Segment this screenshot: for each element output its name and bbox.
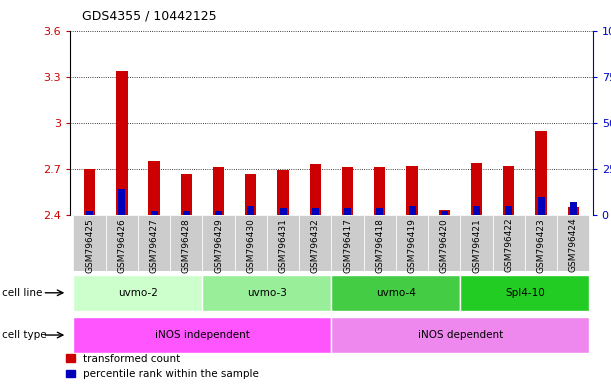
Text: iNOS dependent: iNOS dependent xyxy=(418,330,503,340)
Bar xyxy=(277,170,289,215)
Bar xyxy=(299,215,331,271)
Bar xyxy=(73,215,106,271)
Bar xyxy=(441,211,448,215)
Bar xyxy=(331,215,364,271)
Bar xyxy=(406,166,418,215)
Text: GSM796431: GSM796431 xyxy=(279,218,288,273)
Bar xyxy=(280,208,287,215)
Bar xyxy=(245,174,257,215)
Bar xyxy=(461,215,492,271)
Bar xyxy=(538,197,544,215)
Legend: transformed count, percentile rank within the sample: transformed count, percentile rank withi… xyxy=(67,354,259,379)
Text: GSM796428: GSM796428 xyxy=(182,218,191,273)
Bar xyxy=(505,206,513,215)
Bar xyxy=(409,206,415,215)
Text: GSM796417: GSM796417 xyxy=(343,218,352,273)
Bar xyxy=(202,275,331,311)
Bar xyxy=(439,210,450,215)
Bar xyxy=(310,164,321,215)
Bar xyxy=(73,275,202,311)
Bar xyxy=(503,166,514,215)
Text: GDS4355 / 10442125: GDS4355 / 10442125 xyxy=(82,10,217,23)
Text: GSM796418: GSM796418 xyxy=(375,218,384,273)
Bar xyxy=(247,206,254,215)
Text: GSM796421: GSM796421 xyxy=(472,218,481,273)
Bar xyxy=(86,211,93,215)
Text: GSM796423: GSM796423 xyxy=(536,218,546,273)
Bar xyxy=(471,163,482,215)
Bar xyxy=(267,215,299,271)
Bar xyxy=(557,215,590,271)
Text: GSM796425: GSM796425 xyxy=(85,218,94,273)
Text: GSM796430: GSM796430 xyxy=(246,218,255,273)
Bar xyxy=(170,215,202,271)
Text: uvmo-2: uvmo-2 xyxy=(118,288,158,298)
Text: GSM796426: GSM796426 xyxy=(117,218,126,273)
Bar xyxy=(568,207,579,215)
Bar xyxy=(374,167,386,215)
Text: iNOS independent: iNOS independent xyxy=(155,330,250,340)
Bar xyxy=(331,317,590,353)
Text: GSM796419: GSM796419 xyxy=(408,218,417,273)
Bar xyxy=(331,275,461,311)
Text: GSM796429: GSM796429 xyxy=(214,218,223,273)
Bar xyxy=(148,161,159,215)
Bar xyxy=(461,275,590,311)
Bar xyxy=(492,215,525,271)
Bar xyxy=(202,215,235,271)
Bar xyxy=(396,215,428,271)
Bar xyxy=(344,208,351,215)
Text: uvmo-4: uvmo-4 xyxy=(376,288,416,298)
Bar xyxy=(428,215,461,271)
Bar xyxy=(570,202,577,215)
Bar xyxy=(138,215,170,271)
Bar xyxy=(312,208,319,215)
Text: uvmo-3: uvmo-3 xyxy=(247,288,287,298)
Text: cell type: cell type xyxy=(2,330,46,340)
Text: GSM796422: GSM796422 xyxy=(504,218,513,273)
Bar xyxy=(116,71,128,215)
Text: GSM796427: GSM796427 xyxy=(150,218,159,273)
Bar xyxy=(119,189,125,215)
Text: GSM796432: GSM796432 xyxy=(311,218,320,273)
Bar xyxy=(73,317,331,353)
Text: cell line: cell line xyxy=(2,288,42,298)
Bar xyxy=(473,206,480,215)
Bar xyxy=(106,215,138,271)
Bar xyxy=(84,169,95,215)
Bar xyxy=(376,208,383,215)
Bar xyxy=(535,131,547,215)
Bar xyxy=(235,215,267,271)
Bar xyxy=(150,211,158,215)
Text: Spl4-10: Spl4-10 xyxy=(505,288,545,298)
Text: GSM796424: GSM796424 xyxy=(569,218,578,273)
Bar xyxy=(342,167,353,215)
Bar xyxy=(364,215,396,271)
Bar xyxy=(213,167,224,215)
Text: GSM796420: GSM796420 xyxy=(440,218,449,273)
Bar xyxy=(181,174,192,215)
Bar xyxy=(183,211,190,215)
Bar xyxy=(525,215,557,271)
Bar xyxy=(215,211,222,215)
